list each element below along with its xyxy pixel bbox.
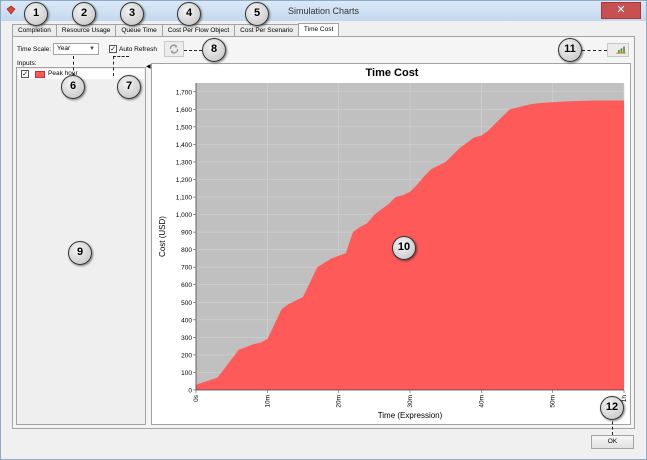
x-axis-ticks: 0s 10m 20m 30m 40m 50m 1h xyxy=(193,390,628,408)
visual-paradigm-icon xyxy=(6,5,16,15)
ok-button[interactable]: OK xyxy=(591,435,634,449)
callout-leader xyxy=(73,56,74,76)
auto-refresh-checkbox[interactable]: ✓ xyxy=(109,45,117,53)
y-tick-label: 600 xyxy=(181,282,192,289)
y-tick-label: 100 xyxy=(181,370,192,377)
collapse-arrow-icon[interactable]: ◀ xyxy=(146,64,151,70)
time-cost-chart: Time Cost 0 100 200 300 400 500 600 700 800 900 1,… xyxy=(158,67,628,420)
y-tick-label: 800 xyxy=(181,247,192,254)
x-tick-label: 0s xyxy=(193,394,200,402)
time-scale-value: Year xyxy=(57,45,71,52)
y-tick-label: 900 xyxy=(181,230,192,237)
y-tick-label: 500 xyxy=(181,300,192,307)
input-label: Peak hour xyxy=(48,70,78,77)
callout-3: 3 xyxy=(120,2,144,26)
callout-5: 5 xyxy=(245,2,269,26)
time-scale-label: Time Scale: xyxy=(17,46,52,53)
y-tick-label: 0 xyxy=(188,388,192,395)
y-axis-label: Cost (USD) xyxy=(158,216,167,257)
tab-cost-per-flow-object[interactable]: Cost Per Flow Object xyxy=(161,24,236,36)
y-tick-label: 1,100 xyxy=(176,195,193,202)
x-tick-label: 50m xyxy=(550,395,557,408)
inputs-label: Inputs: xyxy=(17,60,37,67)
x-axis-label: Time (Expression) xyxy=(378,411,443,420)
chart-title: Time Cost xyxy=(366,67,419,79)
tab-time-cost[interactable]: Time Cost xyxy=(297,23,340,36)
x-tick-label: 10m xyxy=(264,395,271,408)
chart-export-icon xyxy=(616,46,626,54)
tab-queue-time[interactable]: Queue Time xyxy=(115,24,163,36)
callout-6: 6 xyxy=(61,75,85,99)
callout-12: 12 xyxy=(600,396,624,420)
callout-10: 10 xyxy=(392,236,416,260)
chart-tabs: Completion Resource Usage Queue Time Cos… xyxy=(12,23,340,36)
chart-area: Time Cost 0 100 200 300 400 500 600 700 800 900 1,… xyxy=(151,63,631,425)
refresh-icon xyxy=(169,44,179,54)
y-tick-label: 1,500 xyxy=(176,124,193,131)
title-bar: Simulation Charts ✕ xyxy=(1,1,646,21)
callout-11: 11 xyxy=(558,38,582,62)
y-tick-label: 1,200 xyxy=(176,177,193,184)
callout-leader xyxy=(612,416,613,435)
y-tick-label: 1,700 xyxy=(176,89,193,96)
callout-leader xyxy=(184,50,202,51)
y-tick-label: 400 xyxy=(181,317,192,324)
x-tick-label: 40m xyxy=(478,395,485,408)
callout-9: 9 xyxy=(68,241,92,265)
input-checkbox[interactable]: ✓ xyxy=(21,70,29,78)
callout-leader xyxy=(113,56,114,76)
refresh-button[interactable] xyxy=(164,41,184,57)
series-color-swatch xyxy=(35,71,45,78)
callout-leader xyxy=(113,56,129,57)
window-title: Simulation Charts xyxy=(287,6,360,16)
y-tick-label: 300 xyxy=(181,335,192,342)
input-item-peak-hour[interactable]: ✓ Peak hour xyxy=(18,69,144,79)
callout-4: 4 xyxy=(177,2,201,26)
x-tick-label: 1h xyxy=(621,395,628,403)
x-tick-label: 20m xyxy=(336,395,343,408)
chevron-down-icon: ▼ xyxy=(89,46,95,52)
y-tick-label: 1,600 xyxy=(176,107,193,114)
callout-8: 8 xyxy=(202,38,226,62)
y-tick-label: 1,000 xyxy=(176,212,193,219)
callout-2: 2 xyxy=(72,2,96,26)
chart-export-button[interactable] xyxy=(607,43,629,57)
y-tick-label: 200 xyxy=(181,352,192,359)
tab-cost-per-scenario[interactable]: Cost Per Scenario xyxy=(234,24,299,36)
callout-leader xyxy=(582,50,607,51)
close-button[interactable]: ✕ xyxy=(601,2,641,19)
callout-1: 1 xyxy=(24,2,48,26)
y-tick-label: 700 xyxy=(181,265,192,272)
time-scale-select[interactable]: Year ▼ xyxy=(53,43,99,55)
auto-refresh-label: Auto Refresh xyxy=(119,46,157,53)
y-axis-ticks: 0 100 200 300 400 500 600 700 800 900 1,000 1,100 1,… xyxy=(176,89,196,395)
y-tick-label: 1,400 xyxy=(176,142,193,149)
y-tick-label: 1,300 xyxy=(176,159,193,166)
callout-7: 7 xyxy=(117,75,141,99)
x-tick-label: 30m xyxy=(407,395,414,408)
